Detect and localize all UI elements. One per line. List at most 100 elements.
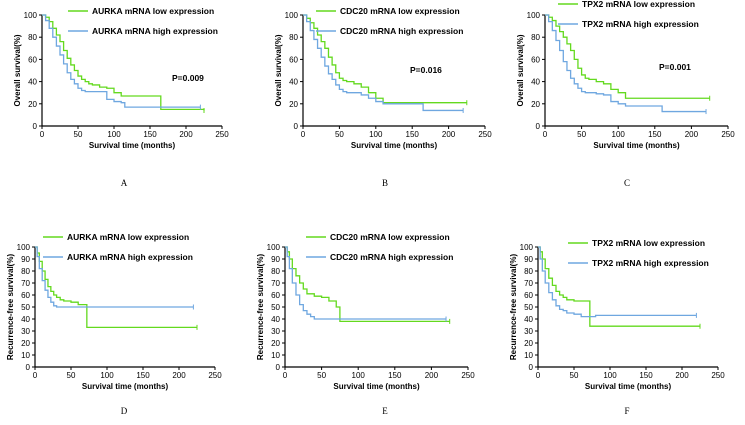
x-tick-label: 0	[40, 130, 45, 139]
x-tick-label: 250	[478, 130, 492, 139]
y-axis-title: Overall survival(%)	[516, 34, 525, 106]
x-tick-label: 250	[208, 371, 222, 380]
legend-label-high: TPX2 mRNA high expression	[582, 19, 699, 29]
y-tick-label: 80	[531, 33, 540, 42]
y-tick-label: 20	[531, 100, 540, 109]
legend-label-high: CDC20 mRNA high expression	[330, 252, 453, 262]
series-line-high	[285, 246, 447, 320]
y-tick-label: 50	[271, 303, 280, 312]
y-tick-label: 80	[271, 267, 280, 276]
legend-label-high: AURKA mRNA high expression	[67, 252, 193, 262]
panel-e: 0 10 20 30 40 50 60 70 80 90 100 0 50 100 150 200 250 Sur…	[256, 232, 475, 416]
panel-f-label: F	[624, 406, 629, 416]
x-tick-label: 100	[107, 130, 121, 139]
legend-label-low: AURKA mRNA low expression	[92, 6, 214, 16]
y-tick-label: 30	[524, 327, 533, 336]
y-tick-label: 100	[24, 11, 38, 20]
y-tick-label: 40	[21, 315, 30, 324]
legend-label-low: CDC20 mRNA low expression	[330, 232, 450, 242]
y-tick-label: 60	[289, 55, 298, 64]
panel-a-plot: 0 20 40 60 80 100 0 50 100 150 200 250 Survival time…	[13, 6, 229, 150]
x-tick-label: 150	[143, 130, 157, 139]
y-tick-label: 80	[28, 33, 37, 42]
y-tick-label: 20	[271, 339, 280, 348]
y-tick-label: 80	[289, 33, 298, 42]
x-tick-label: 100	[352, 371, 366, 380]
x-tick-label: 250	[215, 130, 229, 139]
y-tick-label: 0	[276, 363, 281, 372]
y-tick-label: 100	[520, 243, 534, 252]
y-tick-label: 60	[524, 291, 533, 300]
y-tick-label: 20	[28, 100, 37, 109]
legend-label-low: TPX2 mRNA low expression	[592, 238, 705, 248]
x-tick-label: 250	[461, 371, 475, 380]
y-tick-label: 90	[271, 255, 280, 264]
y-tick-label: 50	[21, 303, 30, 312]
x-tick-label: 150	[639, 371, 653, 380]
y-tick-label: 40	[28, 78, 37, 87]
y-tick-label: 20	[289, 100, 298, 109]
p-value: P=0.009	[172, 73, 204, 83]
panel-d-plot: 0 10 20 30 40 50 60 70 80 90 100 0 50 100 150 200 250 Sur…	[6, 232, 222, 391]
series-line-low	[42, 14, 205, 111]
y-tick-label: 0	[26, 363, 31, 372]
panel-e-label: E	[382, 406, 388, 416]
legend-label-low: AURKA mRNA low expression	[67, 232, 189, 242]
x-axis-title: Survival time (months)	[593, 141, 680, 150]
p-value: P=0.001	[659, 62, 691, 72]
legend-label-high: AURKA mRNA high expression	[92, 26, 218, 36]
x-tick-label: 250	[711, 371, 725, 380]
x-axis-title: Survival time (months)	[585, 382, 672, 391]
legend-label-low: CDC20 mRNA low expression	[340, 6, 460, 16]
x-axis-title: Survival time (months)	[82, 382, 169, 391]
x-tick-label: 200	[179, 130, 193, 139]
x-tick-label: 50	[570, 371, 579, 380]
x-tick-label: 50	[577, 130, 586, 139]
series-line-high	[303, 14, 464, 112]
y-tick-label: 80	[21, 267, 30, 276]
legend-label-high: CDC20 mRNA high expression	[340, 26, 463, 36]
y-tick-label: 20	[524, 339, 533, 348]
series-line-high	[42, 14, 201, 108]
x-tick-label: 150	[136, 371, 150, 380]
x-tick-label: 0	[543, 130, 548, 139]
legend-label-high: TPX2 mRNA high expression	[592, 258, 709, 268]
panel-f: 0 10 20 30 40 50 60 70 80 90 100 0 50 100 150 200 250 Sur…	[509, 238, 725, 416]
y-tick-label: 30	[21, 327, 30, 336]
x-tick-label: 200	[425, 371, 439, 380]
x-tick-label: 0	[301, 130, 306, 139]
y-tick-label: 70	[271, 279, 280, 288]
y-tick-label: 10	[21, 351, 30, 360]
y-tick-label: 100	[267, 243, 281, 252]
x-tick-label: 50	[317, 371, 326, 380]
y-tick-label: 40	[289, 78, 298, 87]
y-tick-label: 70	[21, 279, 30, 288]
x-tick-label: 250	[721, 130, 735, 139]
x-tick-label: 150	[388, 371, 402, 380]
panel-d-label: D	[121, 406, 128, 416]
y-axis-title: Overall survival(%)	[274, 34, 283, 106]
y-tick-label: 80	[524, 267, 533, 276]
panel-c: 0 20 40 60 80 100 0 50 100 150 200 250 Survival time…	[516, 0, 735, 188]
y-tick-label: 100	[527, 11, 541, 20]
panel-b-plot: 0 20 40 60 80 100 0 50 100 150 200 250 Survival time…	[274, 6, 492, 150]
x-tick-label: 50	[67, 371, 76, 380]
series-line-high	[35, 246, 194, 308]
series-line-high	[538, 246, 697, 318]
x-tick-label: 200	[685, 130, 699, 139]
x-tick-label: 200	[172, 371, 186, 380]
x-tick-label: 50	[74, 130, 83, 139]
x-tick-label: 200	[675, 371, 689, 380]
panel-b-label: B	[382, 178, 388, 188]
y-tick-label: 60	[531, 55, 540, 64]
y-tick-label: 0	[33, 122, 38, 131]
x-axis-title: Survival time (months)	[333, 382, 420, 391]
y-tick-label: 0	[536, 122, 541, 131]
y-tick-label: 100	[17, 243, 31, 252]
y-tick-label: 70	[524, 279, 533, 288]
series-line-low	[303, 14, 467, 104]
y-tick-label: 40	[524, 315, 533, 324]
p-value: P=0.016	[410, 65, 442, 75]
y-tick-label: 90	[524, 255, 533, 264]
y-axis-title: Recurrence-free survival(%)	[6, 254, 15, 361]
